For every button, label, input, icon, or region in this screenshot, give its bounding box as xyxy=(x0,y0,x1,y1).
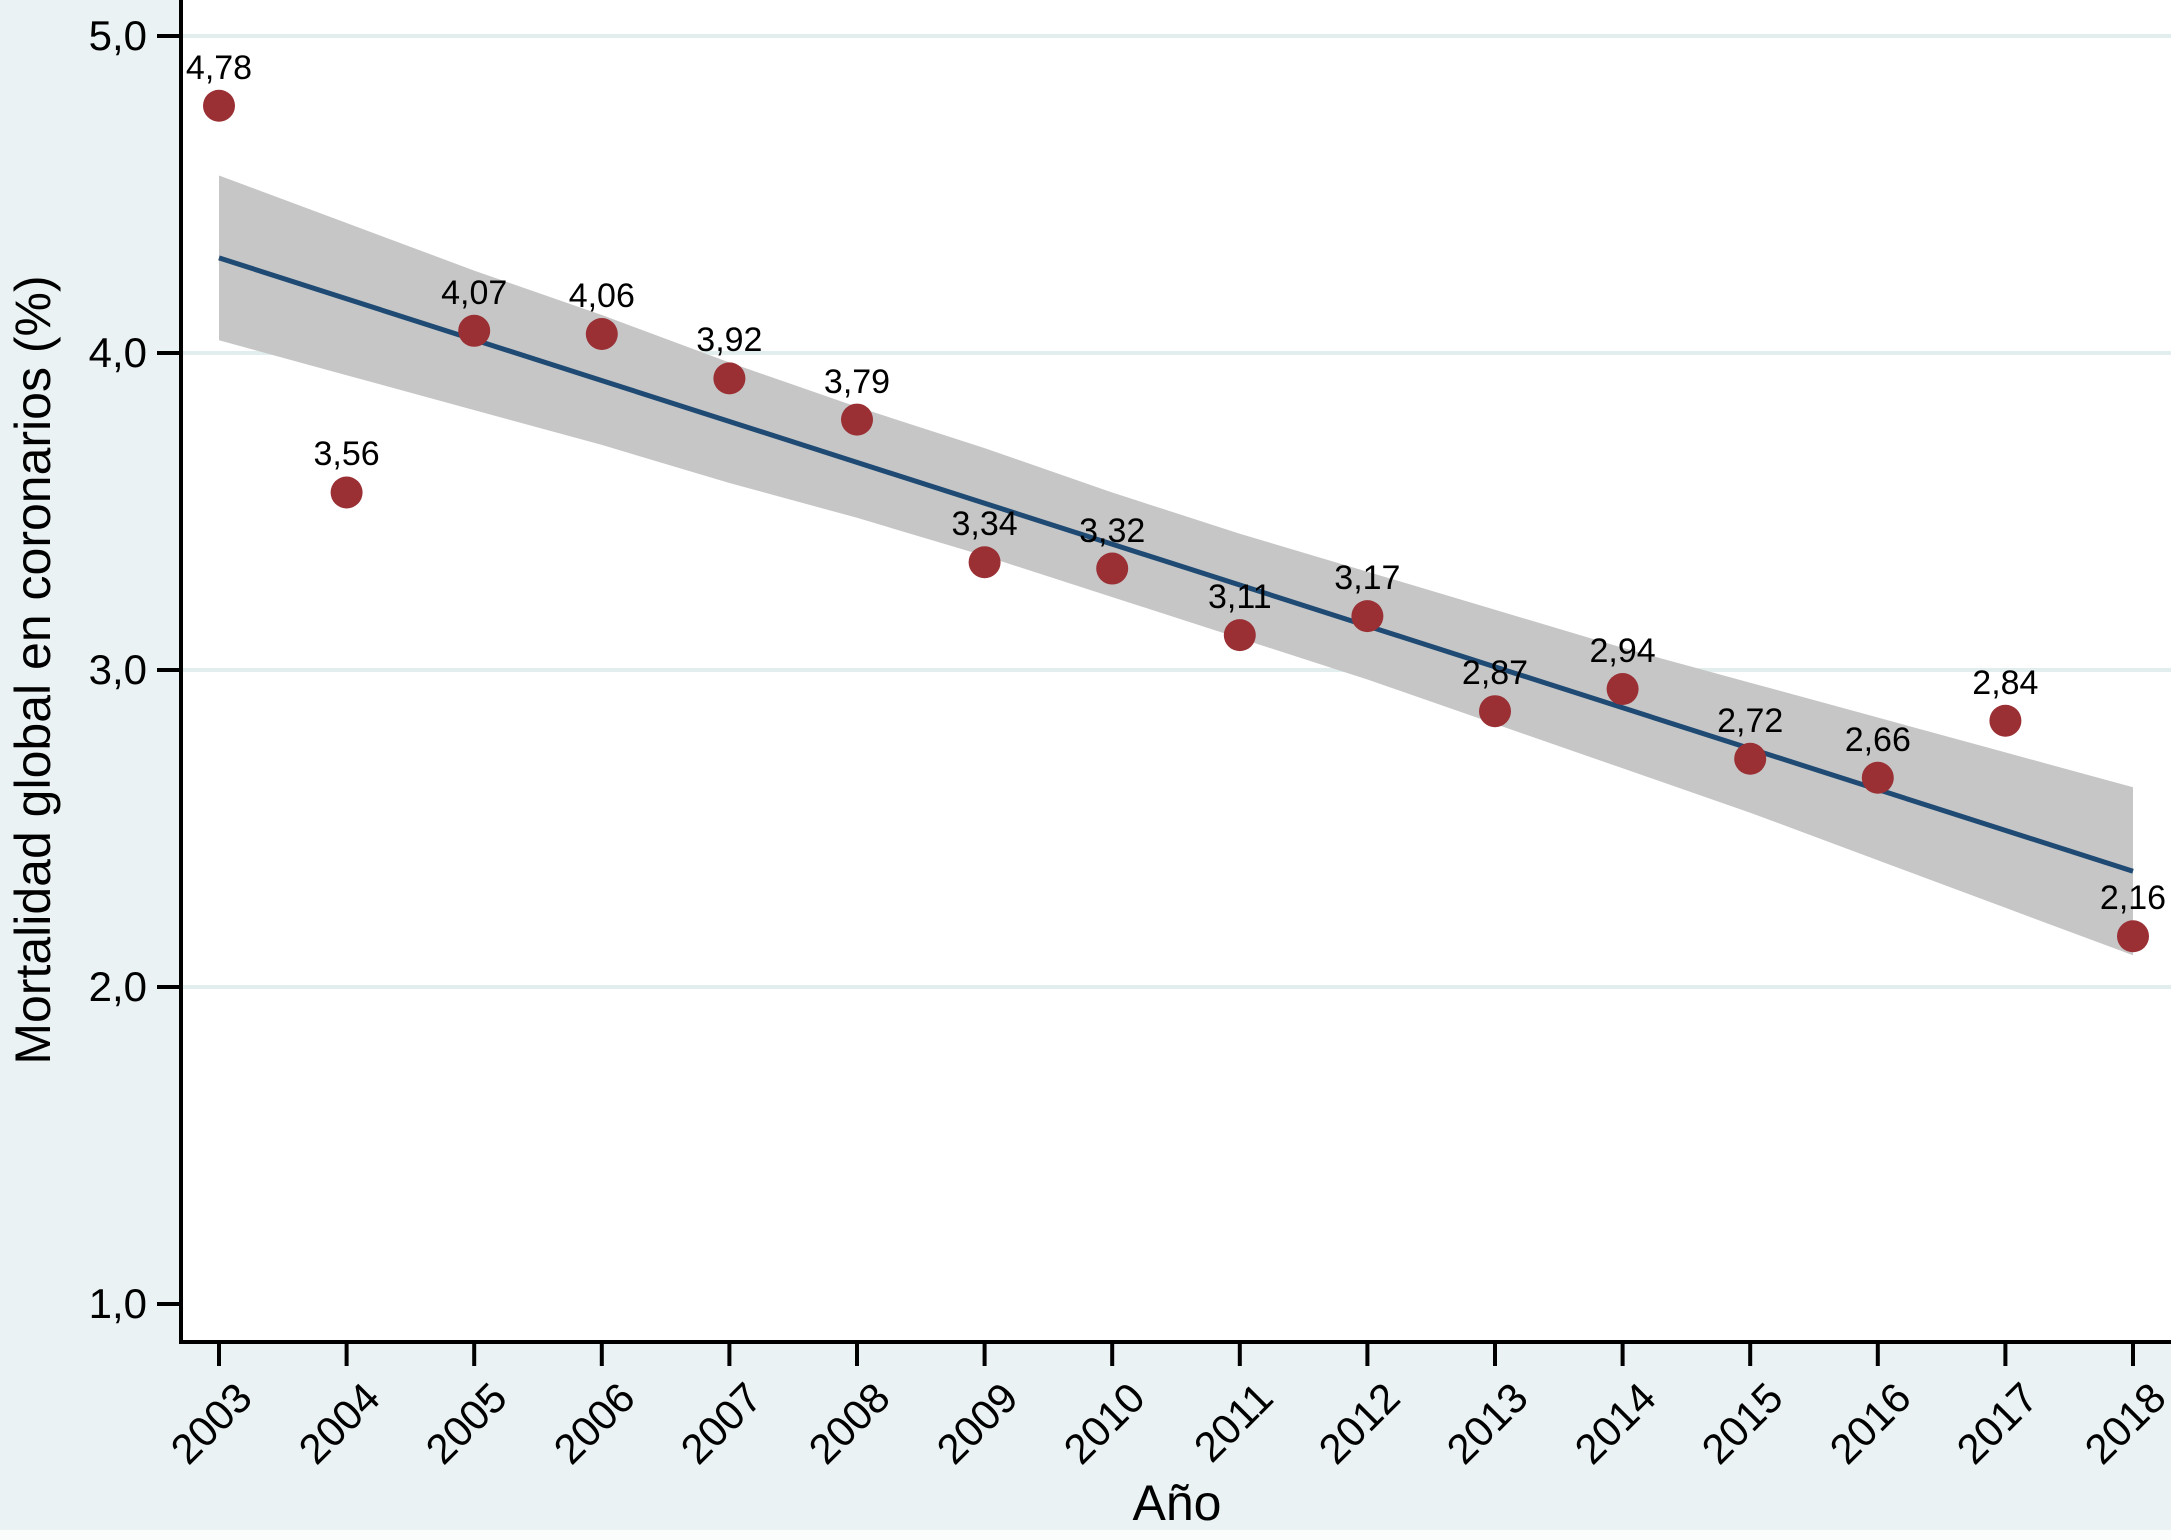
y-tick-label-2,0: 2,0 xyxy=(88,963,147,1010)
data-label-2014: 2,94 xyxy=(1589,632,1656,671)
data-point-2011 xyxy=(1223,619,1256,652)
data-label-2013: 2,87 xyxy=(1461,654,1529,693)
y-tick-label-1,0: 1,0 xyxy=(88,1280,147,1327)
y-tick-label-5,0: 5,0 xyxy=(88,12,147,59)
data-label-2016: 2,66 xyxy=(1844,720,1911,759)
x-axis-title: Año xyxy=(1132,1475,1222,1531)
data-label-2006: 4,06 xyxy=(568,276,635,315)
bottom-margin-strip xyxy=(0,1530,2171,1540)
data-label-2003: 4,78 xyxy=(185,48,253,87)
data-point-2015 xyxy=(1734,742,1767,775)
y-tick-label-4,0: 4,0 xyxy=(88,329,147,376)
data-point-2005 xyxy=(458,314,491,347)
data-point-2004 xyxy=(330,476,363,509)
data-label-2007: 3,92 xyxy=(696,321,763,360)
y-tick-label-3,0: 3,0 xyxy=(88,646,147,693)
data-label-2005: 4,07 xyxy=(441,273,508,312)
fit-line xyxy=(218,255,2134,874)
data-label-2010: 3,32 xyxy=(1079,511,1146,550)
data-point-2010 xyxy=(1096,552,1129,585)
data-point-2018 xyxy=(2117,920,2149,953)
data-label-2008: 3,79 xyxy=(823,362,891,401)
data-point-2008 xyxy=(841,403,873,436)
data-point-2014 xyxy=(1606,673,1639,706)
data-label-2004: 3,56 xyxy=(313,435,380,474)
data-point-2006 xyxy=(585,317,618,350)
data-point-2013 xyxy=(1479,695,1511,728)
data-point-2003 xyxy=(203,89,235,122)
data-point-2017 xyxy=(1989,704,2022,737)
data-point-2009 xyxy=(968,546,1001,579)
data-label-2012: 3,17 xyxy=(1334,559,1401,598)
data-label-2011: 3,11 xyxy=(1207,578,1272,617)
data-point-2007 xyxy=(713,362,746,395)
data-label-2015: 2,72 xyxy=(1717,701,1784,740)
data-label-2009: 3,34 xyxy=(951,505,1018,544)
data-label-2018: 2,16 xyxy=(2099,879,2167,918)
data-point-2016 xyxy=(1861,761,1894,794)
data-label-2017: 2,84 xyxy=(1972,663,2039,702)
data-point-2012 xyxy=(1351,600,1384,633)
y-axis-title: Mortalidad global en coronarios (%) xyxy=(5,275,61,1065)
